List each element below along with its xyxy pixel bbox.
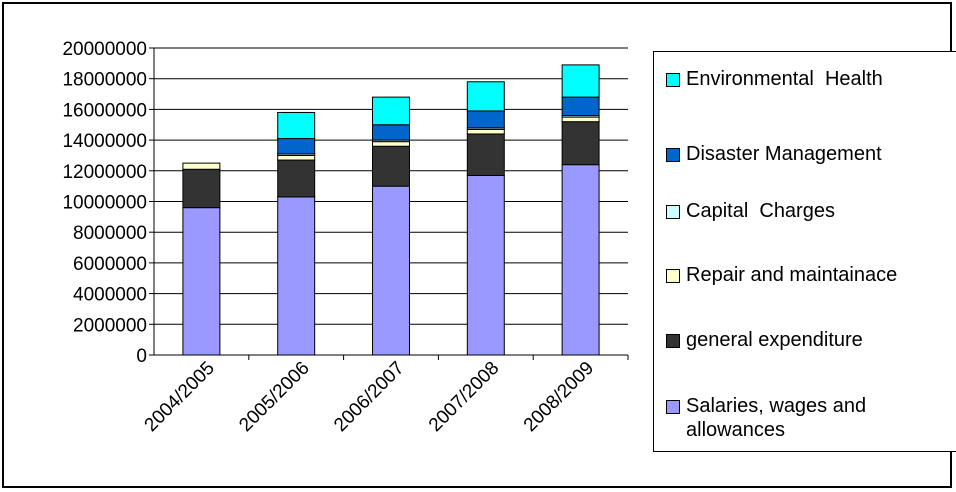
- x-tick-label: 2004/2005: [141, 358, 219, 436]
- y-tick-label: 2000000: [73, 315, 147, 336]
- y-tick-label: 6000000: [73, 254, 147, 275]
- y-tick-label: 8000000: [73, 223, 147, 244]
- legend-item: Salaries, wages and allowances: [666, 394, 936, 442]
- legend-label: Environmental Health: [686, 68, 883, 90]
- x-tick-label: 2006/2007: [330, 358, 408, 436]
- bar-segment: [466, 110, 505, 129]
- bar-segment: [182, 162, 221, 170]
- legend-item: Repair and maintainace: [666, 263, 897, 287]
- bar-segment: [372, 124, 410, 141]
- bar-segment: [466, 128, 505, 135]
- legend-swatch: [666, 205, 680, 219]
- bar-segment: [561, 121, 600, 166]
- legend-swatch: [666, 73, 680, 87]
- bar-segment: [277, 111, 316, 140]
- bar-segment: [277, 159, 316, 198]
- x-tick-label: 2008/2009: [520, 358, 598, 436]
- legend-label: Capital Charges: [686, 200, 835, 222]
- y-tick-label: 0: [136, 346, 147, 367]
- legend-swatch: [666, 400, 680, 414]
- y-tick-label: 14000000: [62, 131, 147, 152]
- legend-swatch: [666, 269, 680, 283]
- bar-segment: [561, 64, 600, 98]
- legend-label: Salaries, wages and allowances: [686, 395, 872, 441]
- y-tick-label: 16000000: [62, 100, 147, 121]
- bar-segment: [277, 154, 316, 161]
- x-tick-label: 2005/2006: [235, 358, 313, 436]
- bar-segment: [277, 196, 316, 356]
- bar-segment: [372, 185, 410, 356]
- bar-segment: [182, 207, 221, 356]
- bar-segment: [372, 96, 410, 126]
- bar-segment: [561, 116, 600, 123]
- bar-segment: [561, 96, 600, 117]
- legend-label: general expenditure: [686, 329, 863, 351]
- legend-swatch: [666, 148, 680, 162]
- legend-label: Repair and maintainace: [686, 264, 898, 286]
- bar-segment: [466, 133, 505, 176]
- x-tick-label: 2007/2008: [425, 358, 503, 436]
- bar-segment: [372, 145, 410, 187]
- bar-segment: [277, 138, 316, 155]
- stacked-bar-chart: 0 2000000 4000000 6000000 8000000 10000000 120…: [62, 39, 629, 436]
- legend-item: general expenditure: [666, 328, 863, 352]
- y-tick-label: 18000000: [62, 70, 147, 91]
- legend-item: Environmental Health: [666, 67, 883, 91]
- bar-segment: [466, 81, 505, 112]
- bar-segment: [466, 174, 505, 356]
- legend-swatch: [666, 334, 680, 348]
- bar-segment: [372, 141, 410, 147]
- bar-segment: [182, 168, 221, 209]
- legend-item: Disaster Management: [666, 142, 882, 166]
- legend-label: Disaster Management: [686, 143, 882, 165]
- legend-item: Capital Charges: [666, 199, 835, 223]
- y-tick-label: 20000000: [62, 39, 147, 60]
- y-tick-label: 10000000: [62, 193, 147, 214]
- y-tick-label: 4000000: [73, 285, 147, 306]
- y-tick-label: 12000000: [62, 162, 147, 183]
- bar-segment: [561, 164, 600, 356]
- chart-legend: Environmental Health Disaster Management C…: [653, 51, 956, 452]
